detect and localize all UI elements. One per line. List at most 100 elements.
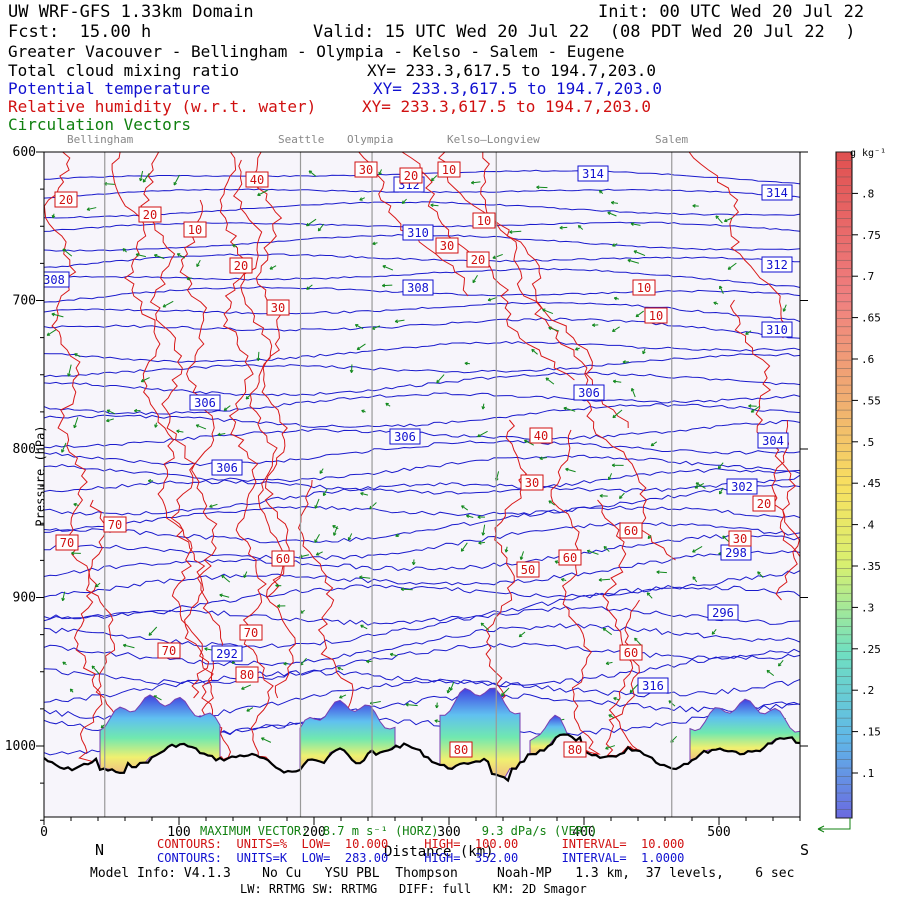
rh-contour-label: 40 — [250, 173, 264, 187]
rh-contour-line — [688, 152, 788, 339]
city-label-olympia: Olympia — [347, 133, 394, 146]
circulation-vector-head — [359, 575, 363, 580]
rh-label-box — [449, 741, 473, 758]
circulation-vector — [317, 223, 325, 232]
circulation-vector-head — [612, 379, 617, 384]
circulation-vector-head — [122, 248, 127, 252]
circulation-vector-head — [608, 714, 612, 718]
theta-contour-line — [44, 584, 800, 626]
circulation-vector-head — [694, 485, 698, 489]
circulation-vector — [724, 217, 733, 222]
circulation-vector-head — [382, 265, 386, 269]
rh-contour-line — [771, 419, 800, 601]
circulation-vector — [176, 430, 184, 433]
theta-contour-line — [44, 301, 800, 323]
theta-contour-info: CONTOURS: UNITS=K LOW= 283.00 HIGH= 352.… — [157, 851, 685, 865]
circulation-vector-head — [613, 296, 618, 301]
circulation-vector — [692, 576, 698, 583]
circulation-vector-head — [434, 719, 438, 723]
colorbar-unit: g kg⁻¹ — [850, 148, 887, 159]
circulation-vector-head — [480, 622, 485, 627]
circulation-vector — [217, 432, 226, 436]
rh-contour-label: 10 — [477, 214, 491, 228]
circulation-vector — [246, 707, 254, 712]
y-tick-label: 700 — [13, 294, 36, 309]
theta-contour-label: 310 — [766, 323, 788, 337]
rh-label-box — [266, 299, 290, 316]
rh-contour-label: 40 — [534, 429, 548, 443]
circulation-vector-head — [134, 408, 138, 413]
circulation-vector — [314, 498, 320, 509]
rh-label-box — [55, 534, 79, 551]
circulation-vector — [587, 550, 599, 555]
circulation-vector-head — [69, 688, 74, 693]
rh-contour-line — [179, 199, 232, 761]
model-info: Model Info: V4.1.3 No Cu YSU PBL Thompso… — [90, 866, 795, 881]
rh-contour-info: CONTOURS: UNITS=% LOW= 10.000 HIGH= 100.… — [157, 837, 685, 851]
circulation-vector — [608, 473, 613, 480]
circulation-vector — [316, 551, 323, 556]
circulation-vector-head — [633, 250, 638, 254]
circulation-vector-head — [135, 253, 140, 257]
rh-contour-line — [111, 152, 210, 699]
rh-label-box — [239, 624, 263, 641]
circulation-vector-head — [586, 549, 591, 554]
circulation-vector — [539, 456, 548, 460]
rh-contour-label: 80 — [240, 668, 254, 682]
circulation-vector — [140, 377, 150, 383]
circulation-vector-head — [275, 583, 279, 588]
theta-label-box — [44, 271, 70, 288]
circulation-vector-head — [277, 604, 281, 608]
circulation-vector-head — [91, 665, 96, 669]
circulation-vector — [241, 684, 252, 690]
circulation-vector-head — [548, 326, 552, 331]
circulation-vector-head — [554, 560, 559, 564]
circulation-vector — [612, 326, 620, 332]
circulation-vector-head — [611, 328, 616, 333]
circulation-vector-head — [139, 177, 143, 182]
circulation-vector-head — [715, 215, 719, 219]
rh-contour-label: 80 — [568, 743, 582, 757]
colorbar-label: .45 — [861, 477, 881, 490]
theta-contour-line — [44, 623, 800, 667]
init-time: Init: 00 UTC Wed 20 Jul 22 — [598, 2, 865, 22]
rh-label-box — [354, 161, 378, 178]
city-label-kelso: Kelso—Longview — [447, 133, 540, 146]
rh-contour-label: 10 — [442, 163, 456, 177]
circulation-vector-head — [577, 225, 582, 229]
circulation-vector-head — [359, 197, 363, 201]
circulation-vector — [719, 487, 724, 495]
circulation-vector — [142, 173, 150, 183]
theta-label-box — [707, 604, 739, 621]
circulation-vector-head — [360, 624, 364, 629]
circulation-vector-head — [542, 308, 546, 313]
theta-label-box — [726, 478, 758, 495]
circulation-vector-head — [656, 570, 660, 574]
rh-label-box — [437, 161, 461, 178]
circulation-vector-head — [257, 192, 261, 196]
rh-contour-label: 60 — [276, 552, 290, 566]
circulation-vector-head — [646, 592, 651, 596]
circulation-vector — [360, 624, 368, 630]
circulation-vector-head — [460, 548, 465, 552]
circulation-vector-head — [504, 549, 509, 553]
circulation-vector — [619, 492, 625, 499]
circulation-vector — [162, 300, 174, 308]
theta-contour-line — [44, 371, 800, 397]
rh-contour-label: 10 — [649, 309, 663, 323]
field-xy-rh: XY= 233.3,617.5 to 194.7,203.0 — [362, 97, 651, 116]
circulation-vector-head — [195, 424, 200, 428]
circulation-vector — [480, 622, 490, 631]
circulation-vector-head — [446, 690, 451, 694]
circulation-vector — [436, 374, 445, 384]
rh-contour-label: 50 — [521, 563, 535, 577]
circulation-vector-head — [477, 433, 481, 438]
circulation-vector-head — [173, 182, 177, 186]
circulation-vector-head — [711, 631, 716, 635]
circulation-vector-head — [62, 661, 66, 666]
rh-label-box — [399, 167, 423, 184]
theta-contour-line — [44, 534, 800, 577]
circulation-vector-head — [745, 331, 749, 335]
theta-contour-line — [44, 253, 800, 268]
